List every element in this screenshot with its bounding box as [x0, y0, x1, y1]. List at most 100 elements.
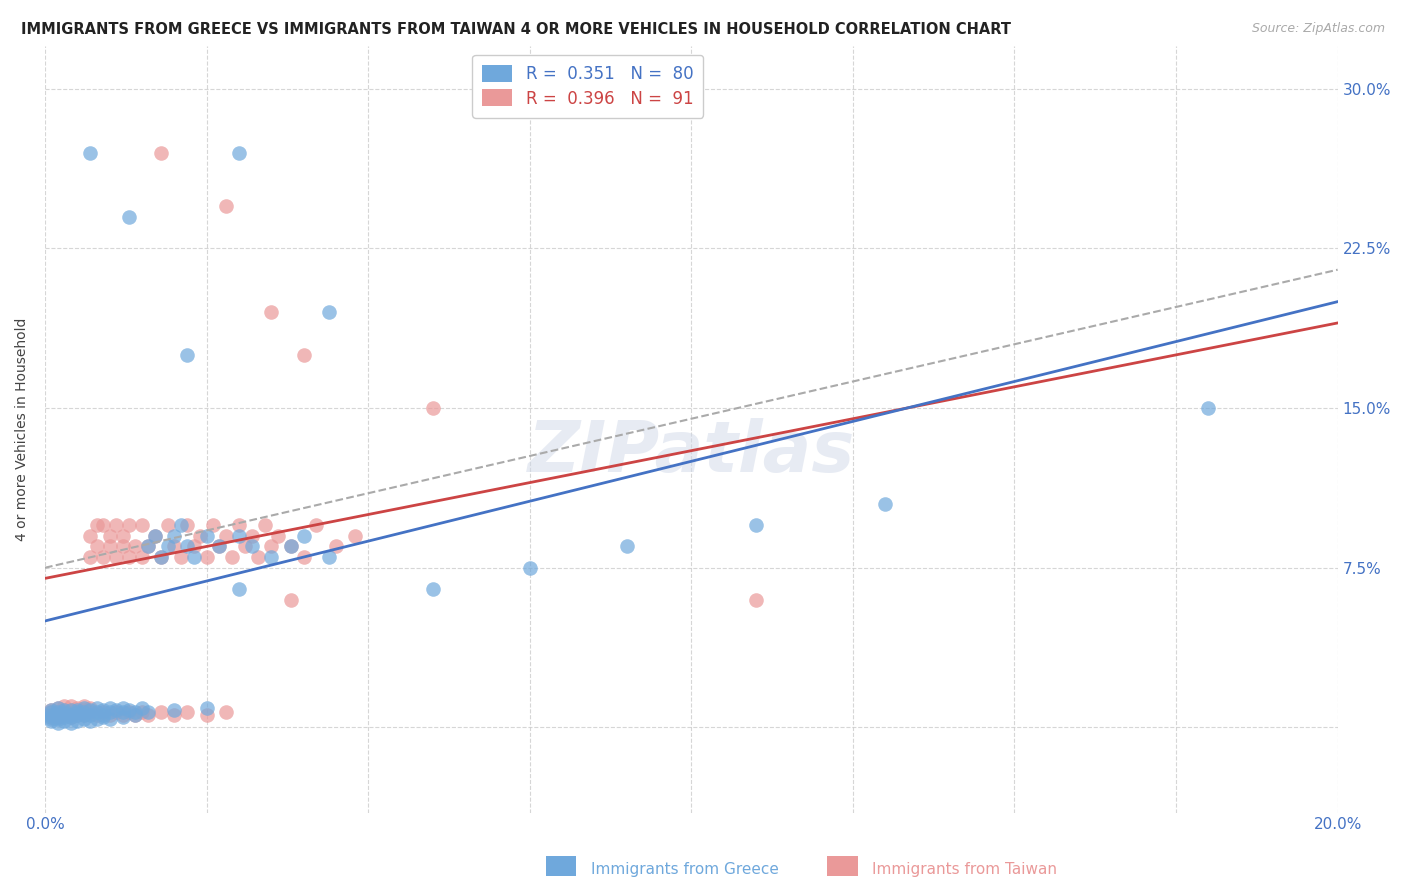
Point: [228, 582, 250, 596]
Point: [41, 707, 63, 722]
Point: [41, 706, 63, 720]
Point: [163, 540, 186, 554]
Point: [46, 712, 69, 726]
Point: [124, 707, 146, 722]
Point: [41, 714, 63, 728]
Text: Immigrants from Greece: Immigrants from Greece: [591, 863, 779, 877]
Y-axis label: 4 or more Vehicles in Household: 4 or more Vehicles in Household: [15, 318, 30, 541]
Point: [98, 701, 121, 715]
Point: [46, 706, 69, 720]
Point: [163, 703, 186, 717]
Point: [138, 706, 160, 720]
Point: [66, 714, 89, 728]
Point: [41, 707, 63, 722]
Point: [66, 706, 89, 720]
Point: [41, 706, 63, 720]
Text: ZIPatlas: ZIPatlas: [527, 417, 855, 487]
Point: [156, 518, 179, 533]
Point: [221, 550, 243, 565]
Point: [73, 701, 96, 715]
Point: [73, 706, 96, 720]
Point: [176, 540, 198, 554]
Point: [59, 710, 82, 724]
Point: [195, 707, 218, 722]
Point: [519, 560, 541, 574]
Point: [59, 703, 82, 717]
Point: [53, 707, 76, 722]
Point: [46, 710, 69, 724]
Point: [73, 703, 96, 717]
Point: [46, 707, 69, 722]
Point: [105, 706, 128, 720]
Point: [150, 706, 173, 720]
Point: [53, 710, 76, 724]
Point: [91, 707, 114, 722]
Point: [195, 529, 218, 543]
Point: [79, 706, 101, 720]
Point: [79, 707, 101, 722]
Point: [59, 699, 82, 714]
Point: [183, 540, 205, 554]
Point: [73, 699, 96, 714]
Point: [86, 701, 108, 715]
Point: [53, 703, 76, 717]
Point: [233, 540, 256, 554]
Point: [292, 550, 315, 565]
Point: [79, 145, 101, 160]
Point: [208, 540, 231, 554]
Point: [170, 550, 193, 565]
Point: [111, 701, 134, 715]
Point: [163, 707, 186, 722]
Point: [156, 540, 179, 554]
Point: [91, 550, 114, 565]
Point: [131, 701, 153, 715]
Point: [86, 707, 108, 722]
Point: [86, 712, 108, 726]
Point: [91, 710, 114, 724]
Point: [98, 529, 121, 543]
Text: Source: ZipAtlas.com: Source: ZipAtlas.com: [1251, 22, 1385, 36]
Point: [280, 592, 302, 607]
Point: [260, 540, 283, 554]
Legend: R =  0.351   N =  80, R =  0.396   N =  91: R = 0.351 N = 80, R = 0.396 N = 91: [472, 54, 703, 118]
Point: [150, 550, 173, 565]
Point: [59, 707, 82, 722]
Point: [124, 540, 146, 554]
Point: [46, 706, 69, 720]
Point: [105, 550, 128, 565]
Point: [66, 701, 89, 715]
Point: [228, 145, 250, 160]
Point: [422, 582, 444, 596]
Point: [118, 210, 141, 224]
Point: [86, 540, 108, 554]
Point: [422, 401, 444, 416]
Point: [280, 540, 302, 554]
Point: [111, 707, 134, 722]
Point: [215, 706, 238, 720]
Point: [111, 540, 134, 554]
Point: [41, 710, 63, 724]
Point: [616, 540, 638, 554]
Point: [73, 707, 96, 722]
Point: [53, 707, 76, 722]
Point: [208, 540, 231, 554]
Point: [195, 550, 218, 565]
Point: [98, 706, 121, 720]
Point: [53, 703, 76, 717]
Point: [183, 550, 205, 565]
Point: [53, 699, 76, 714]
Point: [59, 707, 82, 722]
Point: [266, 529, 288, 543]
Point: [46, 701, 69, 715]
Point: [875, 497, 897, 511]
Point: [66, 707, 89, 722]
Text: IMMIGRANTS FROM GREECE VS IMMIGRANTS FROM TAIWAN 4 OR MORE VEHICLES IN HOUSEHOLD: IMMIGRANTS FROM GREECE VS IMMIGRANTS FRO…: [21, 22, 1011, 37]
Point: [318, 550, 340, 565]
Point: [240, 529, 263, 543]
Point: [79, 550, 101, 565]
Point: [176, 348, 198, 362]
Point: [260, 550, 283, 565]
Point: [253, 518, 276, 533]
Point: [66, 703, 89, 717]
Point: [195, 701, 218, 715]
